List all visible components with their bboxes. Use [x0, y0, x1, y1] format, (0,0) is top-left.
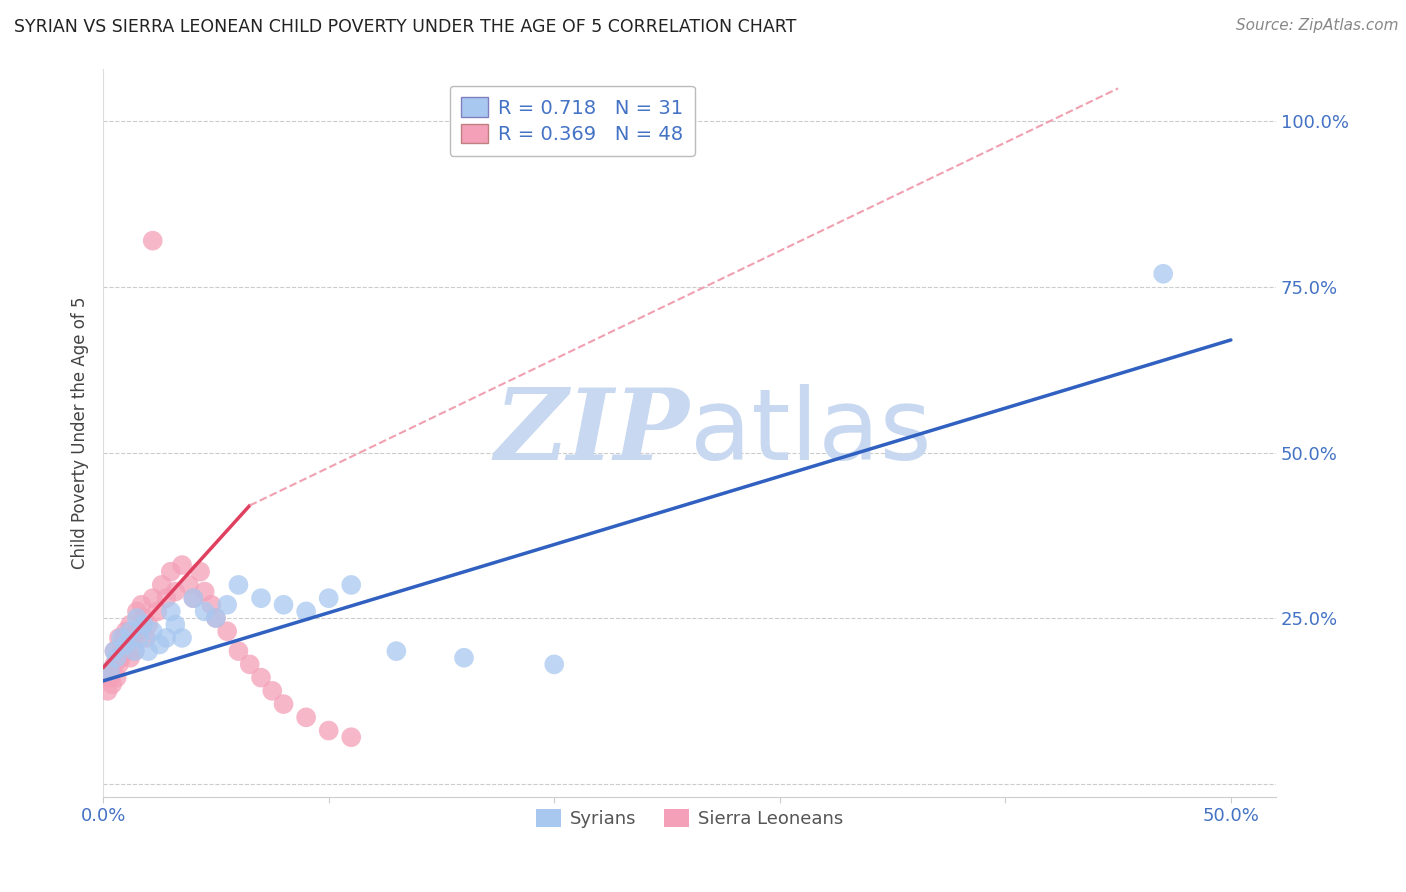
Point — [318, 591, 340, 606]
Point — [97, 683, 120, 698]
Point — [120, 617, 142, 632]
Point — [108, 657, 131, 672]
Point — [98, 664, 121, 678]
Point — [183, 591, 205, 606]
Text: atlas: atlas — [689, 384, 931, 481]
Point — [228, 578, 250, 592]
Point — [228, 644, 250, 658]
Point — [205, 611, 228, 625]
Point — [205, 611, 228, 625]
Point — [124, 644, 146, 658]
Point — [114, 638, 136, 652]
Point — [120, 650, 142, 665]
Point — [142, 591, 165, 606]
Point — [136, 644, 159, 658]
Point — [108, 631, 131, 645]
Point — [125, 604, 148, 618]
Point — [128, 631, 150, 645]
Point — [217, 624, 239, 639]
Point — [340, 578, 363, 592]
Point — [273, 697, 295, 711]
Point — [146, 604, 169, 618]
Text: SYRIAN VS SIERRA LEONEAN CHILD POVERTY UNDER THE AGE OF 5 CORRELATION CHART: SYRIAN VS SIERRA LEONEAN CHILD POVERTY U… — [14, 18, 796, 36]
Point — [110, 631, 132, 645]
Point — [165, 617, 187, 632]
Point — [239, 657, 262, 672]
Point — [110, 644, 132, 658]
Point — [159, 565, 181, 579]
Point — [103, 657, 125, 672]
Point — [112, 631, 135, 645]
Point — [170, 631, 193, 645]
Point — [98, 671, 121, 685]
Point — [105, 650, 128, 665]
Point — [103, 644, 125, 658]
Point — [155, 631, 177, 645]
Point — [131, 598, 153, 612]
Point — [273, 598, 295, 612]
Point — [159, 604, 181, 618]
Y-axis label: Child Poverty Under the Age of 5: Child Poverty Under the Age of 5 — [72, 296, 89, 569]
Point — [217, 598, 239, 612]
Point — [188, 565, 211, 579]
Point — [136, 617, 159, 632]
Point — [318, 723, 340, 738]
Point — [101, 677, 124, 691]
Point — [194, 584, 217, 599]
Point — [453, 650, 475, 665]
Point — [120, 624, 142, 639]
Point — [121, 631, 143, 645]
Point — [250, 591, 273, 606]
Text: ZIP: ZIP — [495, 384, 689, 481]
Point — [124, 644, 146, 658]
Point — [200, 598, 222, 612]
Point — [135, 631, 157, 645]
Point — [117, 638, 139, 652]
Text: Source: ZipAtlas.com: Source: ZipAtlas.com — [1236, 18, 1399, 33]
Point — [295, 710, 318, 724]
Point — [142, 624, 165, 639]
Point — [103, 644, 125, 658]
Point — [262, 683, 284, 698]
Point — [142, 234, 165, 248]
Point — [125, 611, 148, 625]
Point — [250, 671, 273, 685]
Point — [132, 617, 155, 632]
Point — [110, 650, 132, 665]
Point — [340, 730, 363, 744]
Point — [1152, 267, 1174, 281]
Point — [98, 664, 121, 678]
Point — [165, 584, 187, 599]
Point — [183, 591, 205, 606]
Point — [148, 638, 170, 652]
Point — [150, 578, 173, 592]
Point — [543, 657, 565, 672]
Point — [170, 558, 193, 572]
Point — [295, 604, 318, 618]
Point — [105, 671, 128, 685]
Point — [194, 604, 217, 618]
Point — [385, 644, 408, 658]
Point — [114, 644, 136, 658]
Legend: Syrians, Sierra Leoneans: Syrians, Sierra Leoneans — [529, 801, 851, 835]
Point — [155, 591, 177, 606]
Point — [128, 624, 150, 639]
Point — [114, 624, 136, 639]
Point — [132, 611, 155, 625]
Point — [177, 578, 200, 592]
